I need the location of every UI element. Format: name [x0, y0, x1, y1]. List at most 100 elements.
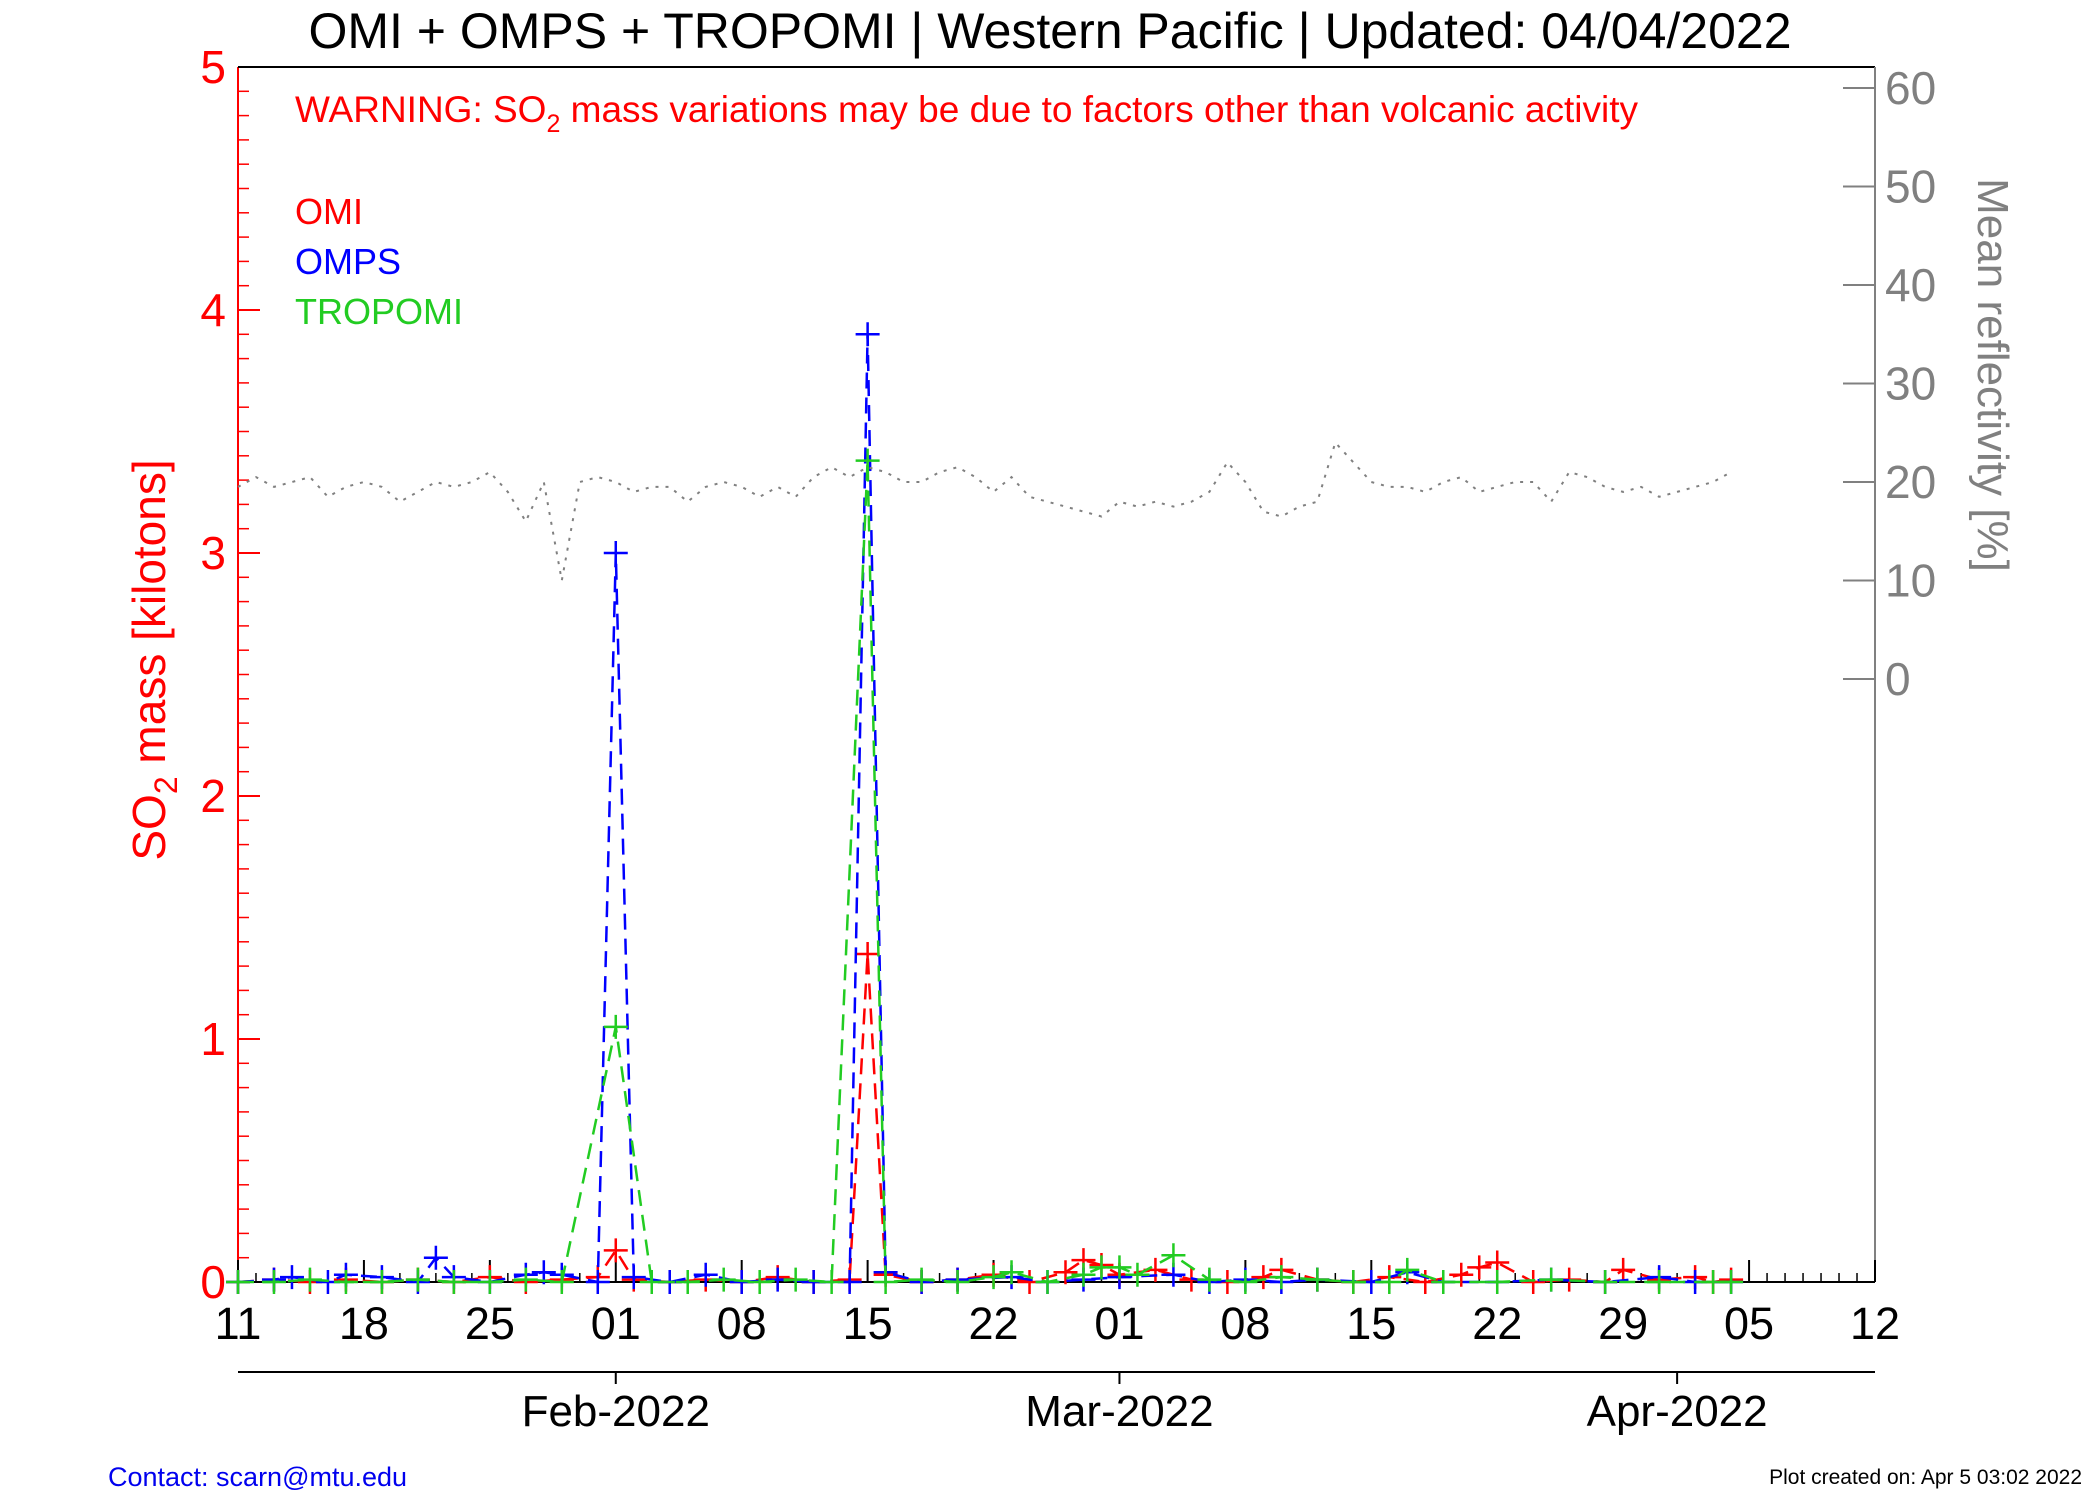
y-right-tick-label: 40 — [1885, 259, 1936, 311]
warning-text: WARNING: SO2 mass variations may be due … — [295, 89, 1638, 138]
plot-created-date: Plot created on: Apr 5 03:02 2022 — [1769, 1466, 2082, 1489]
month-label: Apr-2022 — [1587, 1387, 1768, 1436]
data-point-tropomi — [1431, 1270, 1456, 1294]
data-point-tropomi — [639, 1270, 664, 1294]
data-point-omi — [603, 1238, 628, 1263]
month-label: Mar-2022 — [1025, 1387, 1213, 1436]
data-point-tropomi — [1395, 1257, 1420, 1282]
legend-omi: OMI — [295, 191, 363, 232]
x-day-label: 11 — [215, 1298, 262, 1349]
x-day-label: 05 — [1724, 1298, 1774, 1349]
y-right-tick-label: 30 — [1885, 358, 1936, 410]
data-point-tropomi — [1269, 1265, 1294, 1290]
y-axis-right-label-text: Mean reflectivity [%] — [1968, 178, 2017, 572]
y-left-tick-label: 0 — [200, 1256, 226, 1308]
y-left-tick-label: 1 — [200, 1013, 226, 1065]
y-left-tick-label: 5 — [200, 41, 226, 93]
x-day-label: 22 — [969, 1298, 1019, 1349]
data-point-omps — [693, 1262, 718, 1287]
data-point-tropomi — [1341, 1270, 1366, 1294]
x-day-label: 12 — [1850, 1298, 1900, 1349]
data-point-tropomi — [999, 1260, 1024, 1285]
y-axis-right-label: Mean reflectivity [%] — [1968, 178, 2017, 572]
data-point-tropomi — [441, 1270, 466, 1294]
data-point-tropomi — [1485, 1270, 1510, 1294]
data-point-tropomi — [747, 1270, 772, 1294]
data-point-omps — [423, 1245, 448, 1270]
x-day-label: 15 — [1346, 1298, 1396, 1349]
x-day-label: 08 — [1220, 1298, 1270, 1349]
x-day-label: 08 — [717, 1298, 767, 1349]
data-point-tropomi — [1647, 1270, 1672, 1294]
data-point-tropomi — [819, 1270, 844, 1294]
series-line-mean-reflectivity — [237, 440, 1732, 581]
chart-title: OMI + OMPS + TROPOMI | Western Pacific |… — [308, 3, 1791, 59]
y-right-tick-label: 60 — [1885, 62, 1936, 114]
y-axis-left-label-prefix: SO — [123, 794, 175, 860]
y-axis-left-label-suffix: mass [kilotons] — [123, 459, 175, 776]
data-point-omps — [585, 1270, 610, 1294]
data-point-tropomi — [1377, 1270, 1402, 1294]
data-point-tropomi — [675, 1270, 700, 1294]
legend-tropomi: TROPOMI — [295, 291, 463, 332]
data-point-tropomi — [226, 1270, 250, 1294]
y-right-tick-label: 0 — [1885, 653, 1911, 705]
x-day-label: 01 — [591, 1298, 641, 1349]
data-point-tropomi — [297, 1267, 322, 1292]
month-label: Feb-2022 — [522, 1387, 710, 1436]
data-point-tropomi — [477, 1270, 502, 1294]
y-right-tick-label: 20 — [1885, 456, 1936, 508]
series-line-omps — [237, 334, 1732, 1284]
x-day-label: 22 — [1472, 1298, 1522, 1349]
data-point-omps — [621, 1265, 646, 1290]
data-point-tropomi — [1197, 1267, 1222, 1292]
data-point-tropomi — [855, 448, 880, 473]
data-point-tropomi — [1035, 1270, 1060, 1294]
warning-text-prefix: WARNING: SO — [295, 89, 546, 130]
x-day-label: 18 — [339, 1298, 389, 1349]
data-point-omi — [1449, 1262, 1474, 1287]
warning-text-suffix: mass variations may be due to factors ot… — [560, 89, 1638, 130]
y-left-tick-label: 3 — [200, 527, 226, 579]
data-point-tropomi — [369, 1270, 394, 1294]
data-point-tropomi — [1539, 1267, 1564, 1292]
data-point-tropomi — [873, 1270, 898, 1294]
warning-text-subscript: 2 — [546, 110, 560, 138]
data-point-tropomi — [603, 1014, 628, 1039]
data-point-tropomi — [261, 1270, 286, 1294]
data-point-tropomi — [513, 1267, 538, 1292]
contact-email[interactable]: Contact: scarn@mtu.edu — [108, 1462, 408, 1492]
data-point-omi — [1053, 1260, 1078, 1285]
plot-area — [226, 322, 1744, 1294]
y-axis-left-label-subscript: 2 — [148, 776, 184, 794]
x-day-label: 15 — [843, 1298, 893, 1349]
data-point-tropomi — [1305, 1267, 1330, 1292]
data-point-tropomi — [1233, 1270, 1258, 1294]
data-point-tropomi — [783, 1267, 808, 1292]
x-day-label: 25 — [465, 1298, 515, 1349]
data-point-omps — [279, 1265, 304, 1290]
data-point-tropomi — [405, 1267, 430, 1292]
data-point-tropomi — [1125, 1262, 1150, 1287]
y-left-tick-label: 2 — [200, 770, 226, 822]
data-point-tropomi — [981, 1265, 1006, 1290]
data-point-tropomi — [945, 1270, 970, 1294]
data-point-omi — [855, 941, 880, 966]
series-line-tropomi — [238, 460, 1732, 1284]
data-point-tropomi — [1071, 1262, 1096, 1287]
y-axis-left-label: SO2 mass [kilotons] — [123, 459, 184, 860]
y-right-tick-label: 50 — [1885, 161, 1936, 213]
data-point-omps — [855, 322, 880, 347]
data-point-tropomi — [909, 1267, 934, 1292]
y-left-tick-label: 4 — [200, 284, 226, 336]
data-point-tropomi — [1593, 1270, 1618, 1294]
data-point-tropomi — [333, 1270, 358, 1294]
data-point-tropomi — [1161, 1243, 1186, 1268]
data-point-tropomi — [1107, 1255, 1132, 1280]
y-right-tick-label: 10 — [1885, 555, 1936, 607]
data-point-tropomi — [711, 1267, 736, 1292]
data-point-omi — [1467, 1255, 1492, 1280]
legend-omps: OMPS — [295, 241, 401, 282]
